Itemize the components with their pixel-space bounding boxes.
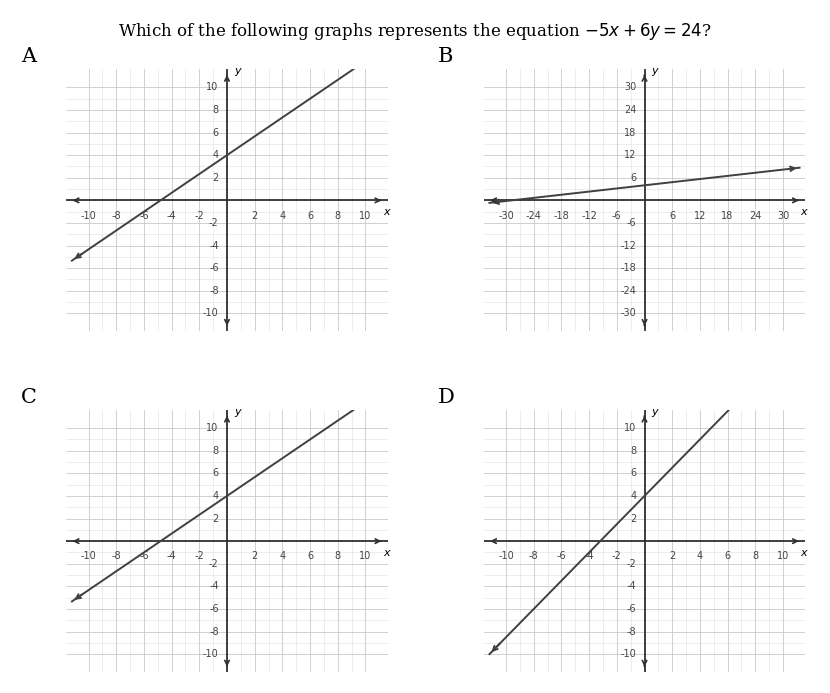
Text: 6: 6 xyxy=(307,552,313,561)
Text: 12: 12 xyxy=(624,150,637,160)
Text: 4: 4 xyxy=(280,211,286,220)
Text: -2: -2 xyxy=(612,552,622,561)
Text: -10: -10 xyxy=(203,649,218,659)
Text: -10: -10 xyxy=(81,211,96,220)
Text: 4: 4 xyxy=(212,150,218,160)
Text: -18: -18 xyxy=(621,263,637,273)
Text: -12: -12 xyxy=(620,240,637,251)
Text: A: A xyxy=(21,47,36,66)
Text: -8: -8 xyxy=(627,626,637,637)
Text: B: B xyxy=(438,47,454,66)
Text: 2: 2 xyxy=(212,173,218,183)
Text: -30: -30 xyxy=(621,308,637,318)
Text: 10: 10 xyxy=(624,423,637,433)
Text: -24: -24 xyxy=(526,211,542,220)
Text: -6: -6 xyxy=(627,604,637,614)
Text: 2: 2 xyxy=(212,514,218,523)
Text: -12: -12 xyxy=(581,211,597,220)
Text: -2: -2 xyxy=(209,559,218,569)
Text: x: x xyxy=(801,548,808,558)
Text: 6: 6 xyxy=(630,173,637,183)
Text: 24: 24 xyxy=(624,105,637,115)
Text: 30: 30 xyxy=(777,211,789,220)
Text: -6: -6 xyxy=(209,263,218,273)
Text: x: x xyxy=(801,207,808,217)
Text: -18: -18 xyxy=(554,211,569,220)
Text: 30: 30 xyxy=(624,82,637,92)
Text: -2: -2 xyxy=(209,218,218,228)
Text: -10: -10 xyxy=(81,552,96,561)
Text: -6: -6 xyxy=(209,604,218,614)
Text: -24: -24 xyxy=(620,286,637,296)
Text: 12: 12 xyxy=(694,211,706,220)
Text: 2: 2 xyxy=(251,552,258,561)
Text: 6: 6 xyxy=(630,468,637,478)
Text: 2: 2 xyxy=(251,211,258,220)
Text: -6: -6 xyxy=(612,211,622,220)
Text: 8: 8 xyxy=(630,446,637,456)
Text: 18: 18 xyxy=(624,128,637,138)
Text: D: D xyxy=(438,387,455,407)
Text: 8: 8 xyxy=(334,552,341,561)
Text: -2: -2 xyxy=(627,559,637,569)
Text: 24: 24 xyxy=(749,211,761,220)
Text: 6: 6 xyxy=(307,211,313,220)
Text: y: y xyxy=(234,66,241,76)
Text: -6: -6 xyxy=(139,211,149,220)
Text: C: C xyxy=(21,387,37,407)
Text: y: y xyxy=(652,66,658,76)
Text: 10: 10 xyxy=(359,552,372,561)
Text: 6: 6 xyxy=(725,552,730,561)
Text: 6: 6 xyxy=(212,468,218,478)
Text: Which of the following graphs represents the equation $-5x + 6y = 24$?: Which of the following graphs represents… xyxy=(119,21,711,42)
Text: -8: -8 xyxy=(111,211,121,220)
Text: y: y xyxy=(234,407,241,417)
Text: 18: 18 xyxy=(721,211,734,220)
Text: 6: 6 xyxy=(212,128,218,138)
Text: -30: -30 xyxy=(498,211,514,220)
Text: -2: -2 xyxy=(194,552,204,561)
Text: 2: 2 xyxy=(630,514,637,523)
Text: 4: 4 xyxy=(697,552,703,561)
Text: 2: 2 xyxy=(669,552,676,561)
Text: 4: 4 xyxy=(280,552,286,561)
Text: 8: 8 xyxy=(212,446,218,456)
Text: 4: 4 xyxy=(630,491,637,501)
Text: 10: 10 xyxy=(777,552,789,561)
Text: -4: -4 xyxy=(627,581,637,591)
Text: -10: -10 xyxy=(621,649,637,659)
Text: -6: -6 xyxy=(139,552,149,561)
Text: -4: -4 xyxy=(209,240,218,251)
Text: -8: -8 xyxy=(209,626,218,637)
Text: -4: -4 xyxy=(584,552,594,561)
Text: 6: 6 xyxy=(669,211,676,220)
Text: -2: -2 xyxy=(194,211,204,220)
Text: 8: 8 xyxy=(212,105,218,115)
Text: -4: -4 xyxy=(167,552,177,561)
Text: -6: -6 xyxy=(557,552,566,561)
Text: 4: 4 xyxy=(212,491,218,501)
Text: -4: -4 xyxy=(209,581,218,591)
Text: -6: -6 xyxy=(627,218,637,228)
Text: 8: 8 xyxy=(752,552,759,561)
Text: -8: -8 xyxy=(111,552,121,561)
Text: -10: -10 xyxy=(498,552,514,561)
Text: 10: 10 xyxy=(207,423,218,433)
Text: -8: -8 xyxy=(529,552,539,561)
Text: -10: -10 xyxy=(203,308,218,318)
Text: y: y xyxy=(652,407,658,417)
Text: x: x xyxy=(383,548,390,558)
Text: 8: 8 xyxy=(334,211,341,220)
Text: -8: -8 xyxy=(209,286,218,296)
Text: 10: 10 xyxy=(359,211,372,220)
Text: -4: -4 xyxy=(167,211,177,220)
Text: 10: 10 xyxy=(207,82,218,92)
Text: x: x xyxy=(383,207,390,217)
